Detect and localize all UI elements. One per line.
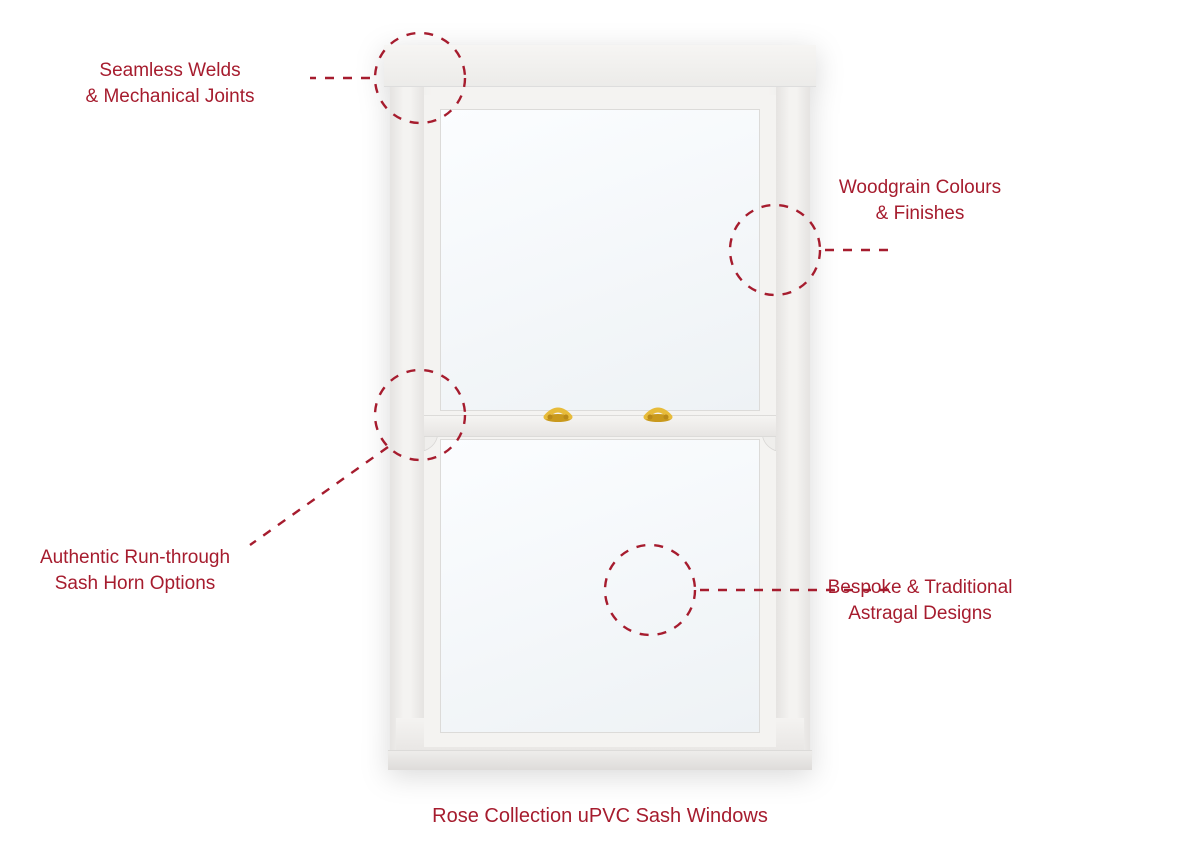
lower-glazing [440, 439, 760, 733]
callout-leader [250, 447, 388, 545]
diagram-caption: Rose Collection uPVC Sash Windows [0, 805, 1200, 828]
callout-label-sashhorn: Authentic Run-through Sash Horn Options [5, 545, 265, 596]
lower-sash [424, 425, 776, 747]
callout-label-astragal: Bespoke & Traditional Astragal Designs [790, 575, 1050, 626]
astragal-bar-horizontal [440, 109, 760, 119]
callout-label-line: Seamless Welds [99, 60, 240, 81]
callout-label-welds: Seamless Welds & Mechanical Joints [40, 58, 300, 109]
callout-label-woodgrain: Woodgrain Colours & Finishes [790, 175, 1050, 226]
callout-label-line: Bespoke & Traditional [828, 577, 1013, 598]
sash-latch [640, 407, 676, 423]
callout-label-line: & Mechanical Joints [86, 86, 255, 107]
astragal-bar-horizontal [440, 439, 760, 449]
diagram-canvas: Seamless Welds & Mechanical Joints Woodgra… [0, 0, 1200, 844]
callout-label-line: & Finishes [876, 203, 965, 224]
window-head [384, 45, 816, 87]
sash-latch [540, 407, 576, 423]
window-jamb-left [390, 87, 424, 752]
callout-label-line: Authentic Run-through [40, 547, 230, 568]
callout-label-line: Sash Horn Options [55, 573, 216, 594]
window-illustration [390, 45, 810, 770]
upper-glazing [440, 109, 760, 411]
upper-sash [424, 95, 776, 425]
window-sill [388, 750, 812, 770]
callout-label-line: Woodgrain Colours [839, 177, 1001, 198]
meeting-rail [424, 415, 776, 437]
callout-label-line: Astragal Designs [848, 603, 992, 624]
